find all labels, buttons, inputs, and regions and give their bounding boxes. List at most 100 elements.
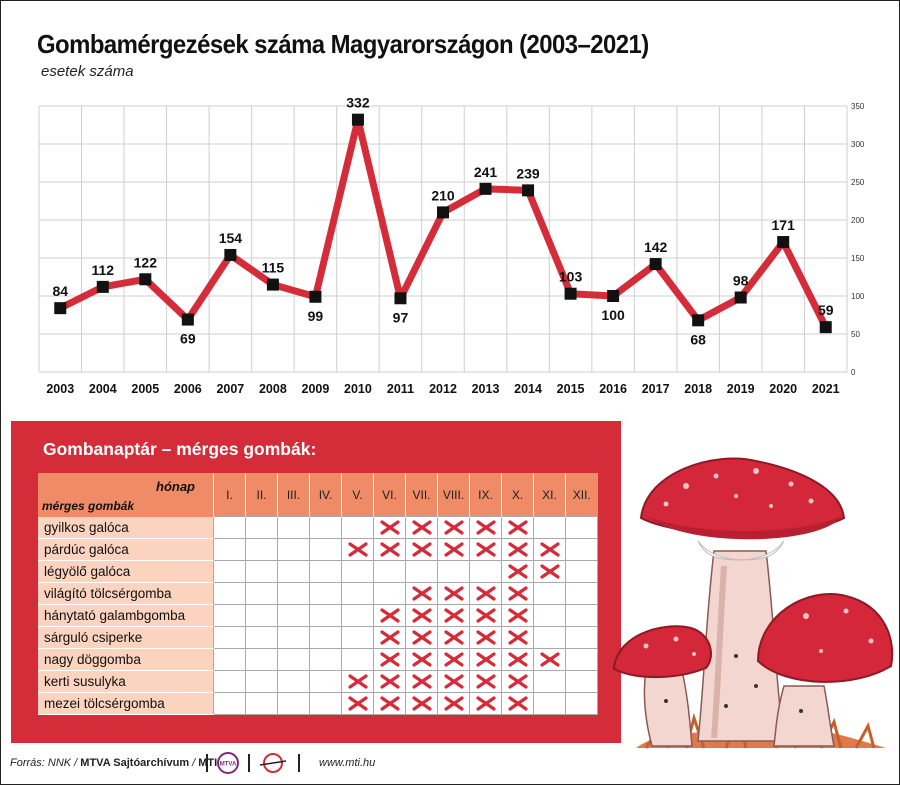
x-mark-icon [507,696,528,711]
month-cell [501,692,534,715]
month-column-header: VIII. [437,473,470,517]
month-cell [405,560,438,583]
x-tick-label: 2009 [302,382,330,396]
month-header: hónap [156,479,195,494]
source-prefix: Forrás: NNK / [10,757,81,769]
month-cell [245,670,278,693]
month-cell [245,692,278,715]
x-mark-icon [379,520,400,535]
data-label: 97 [393,309,409,325]
month-cell [533,560,566,583]
data-point [394,292,407,305]
month-cell [277,516,310,539]
month-cell [469,692,502,715]
month-cell [501,670,534,693]
month-column-header: III. [277,473,310,517]
species-name: mezei tölcsérgomba [38,692,214,715]
month-cell [469,582,502,605]
x-tick-label: 2015 [557,382,585,396]
month-cell [405,626,438,649]
x-tick-label: 2008 [259,382,287,396]
data-point [692,314,705,327]
x-mark-icon [475,696,496,711]
species-name: sárguló csiperke [38,626,214,649]
table-row: mezei tölcsérgomba [38,692,598,715]
data-point [351,113,364,126]
month-column-header: II. [245,473,278,517]
month-cell [565,538,598,561]
x-mark-icon [443,542,464,557]
month-cell [533,692,566,715]
month-column-header: VII. [405,473,438,517]
month-cell [501,648,534,671]
month-cell [565,692,598,715]
month-cell [533,516,566,539]
mtva-logo-icon [217,752,239,774]
table-row: légyölő galóca [38,560,598,583]
month-cell [213,516,246,539]
calendar-title: Gombanaptár – mérges gombák: [43,439,317,459]
data-point [607,290,620,302]
month-column-header: V. [341,473,374,517]
month-cell [565,648,598,671]
x-mark-icon [347,696,368,711]
data-point [437,206,449,219]
month-cell [373,538,406,561]
x-mark-icon [443,520,464,535]
data-point [266,278,279,291]
month-cell [565,560,598,583]
data-label: 84 [52,283,68,299]
month-cell [341,648,374,671]
x-mark-icon [379,608,400,623]
month-cell [213,692,246,715]
data-label: 103 [559,269,583,285]
source-footer: Forrás: NNK / MTVA Sajtóarchívum / MTI [10,757,217,769]
month-cell [437,560,470,583]
data-point [181,313,194,326]
month-cell [405,516,438,539]
chart-subtitle: esetek száma [41,63,134,80]
month-cell [565,582,598,605]
month-cell [309,604,342,627]
month-cell [341,692,374,715]
x-tick-label: 2014 [514,382,542,396]
x-mark-icon [411,630,432,645]
species-name: légyölő galóca [38,560,214,583]
month-cell [533,538,566,561]
source-separator: / [189,757,199,769]
month-cell [469,626,502,649]
y-tick-label: 0 [851,368,856,377]
mti-logo-icon [263,753,283,773]
month-column-header: XI. [533,473,566,517]
x-mark-icon [379,542,400,557]
x-tick-label: 2005 [131,382,159,396]
month-cell [309,626,342,649]
data-label: 171 [772,217,796,233]
x-mark-icon [443,586,464,601]
calendar-corner: hónap mérges gombák [38,473,214,517]
data-point [309,290,322,303]
x-mark-icon [507,608,528,623]
data-label: 142 [644,239,668,255]
month-cell [309,582,342,605]
month-column-header: I. [213,473,246,517]
data-point [96,280,109,293]
species-name: párdúc galóca [38,538,214,561]
x-mark-icon [475,586,496,601]
data-label: 122 [134,254,158,270]
month-cell [309,648,342,671]
x-mark-icon [443,652,464,667]
x-mark-icon [411,674,432,689]
table-row: világító tölcsérgomba [38,582,598,605]
data-point [479,182,492,195]
month-cell [245,582,278,605]
month-cell [437,648,470,671]
month-cell [245,626,278,649]
month-cell [277,538,310,561]
x-tick-label: 2004 [89,382,117,396]
table-row: nagy döggomba [38,648,598,671]
month-cell [533,604,566,627]
x-mark-icon [411,608,432,623]
month-cell [501,560,534,583]
